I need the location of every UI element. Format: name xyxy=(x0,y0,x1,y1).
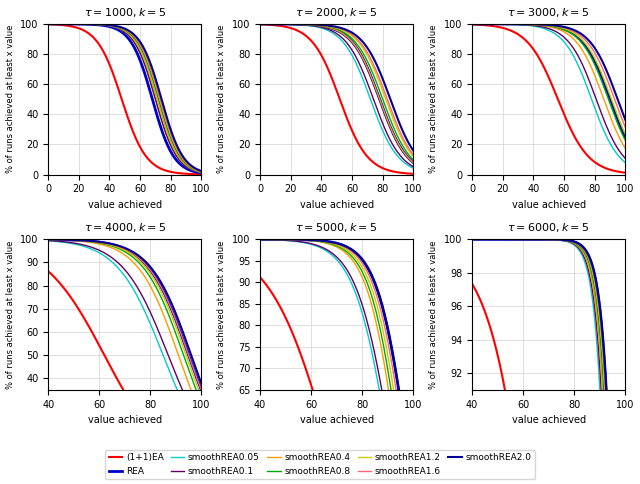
Y-axis label: % of runs achieved at least x value: % of runs achieved at least x value xyxy=(6,25,15,173)
Y-axis label: % of runs achieved at least x value: % of runs achieved at least x value xyxy=(218,241,227,389)
Title: $\tau = 4000, k = 5$: $\tau = 4000, k = 5$ xyxy=(84,221,166,234)
X-axis label: value achieved: value achieved xyxy=(88,415,162,425)
Title: $\tau = 2000, k = 5$: $\tau = 2000, k = 5$ xyxy=(296,5,378,18)
Y-axis label: % of runs achieved at least x value: % of runs achieved at least x value xyxy=(429,241,438,389)
Legend: (1+1)EA, REA, smoothREA0.05, smoothREA0.1, smoothREA0.4, smoothREA0.8, smoothREA: (1+1)EA, REA, smoothREA0.05, smoothREA0.… xyxy=(105,450,535,480)
X-axis label: value achieved: value achieved xyxy=(300,415,374,425)
X-axis label: value achieved: value achieved xyxy=(300,200,374,210)
X-axis label: value achieved: value achieved xyxy=(511,200,586,210)
Y-axis label: % of runs achieved at least x value: % of runs achieved at least x value xyxy=(6,241,15,389)
Y-axis label: % of runs achieved at least x value: % of runs achieved at least x value xyxy=(218,25,227,173)
X-axis label: value achieved: value achieved xyxy=(511,415,586,425)
Y-axis label: % of runs achieved at least x value: % of runs achieved at least x value xyxy=(429,25,438,173)
X-axis label: value achieved: value achieved xyxy=(88,200,162,210)
Title: $\tau = 6000, k = 5$: $\tau = 6000, k = 5$ xyxy=(508,221,590,234)
Title: $\tau = 5000, k = 5$: $\tau = 5000, k = 5$ xyxy=(296,221,378,234)
Title: $\tau = 3000, k = 5$: $\tau = 3000, k = 5$ xyxy=(508,5,590,18)
Title: $\tau = 1000, k = 5$: $\tau = 1000, k = 5$ xyxy=(84,5,166,18)
